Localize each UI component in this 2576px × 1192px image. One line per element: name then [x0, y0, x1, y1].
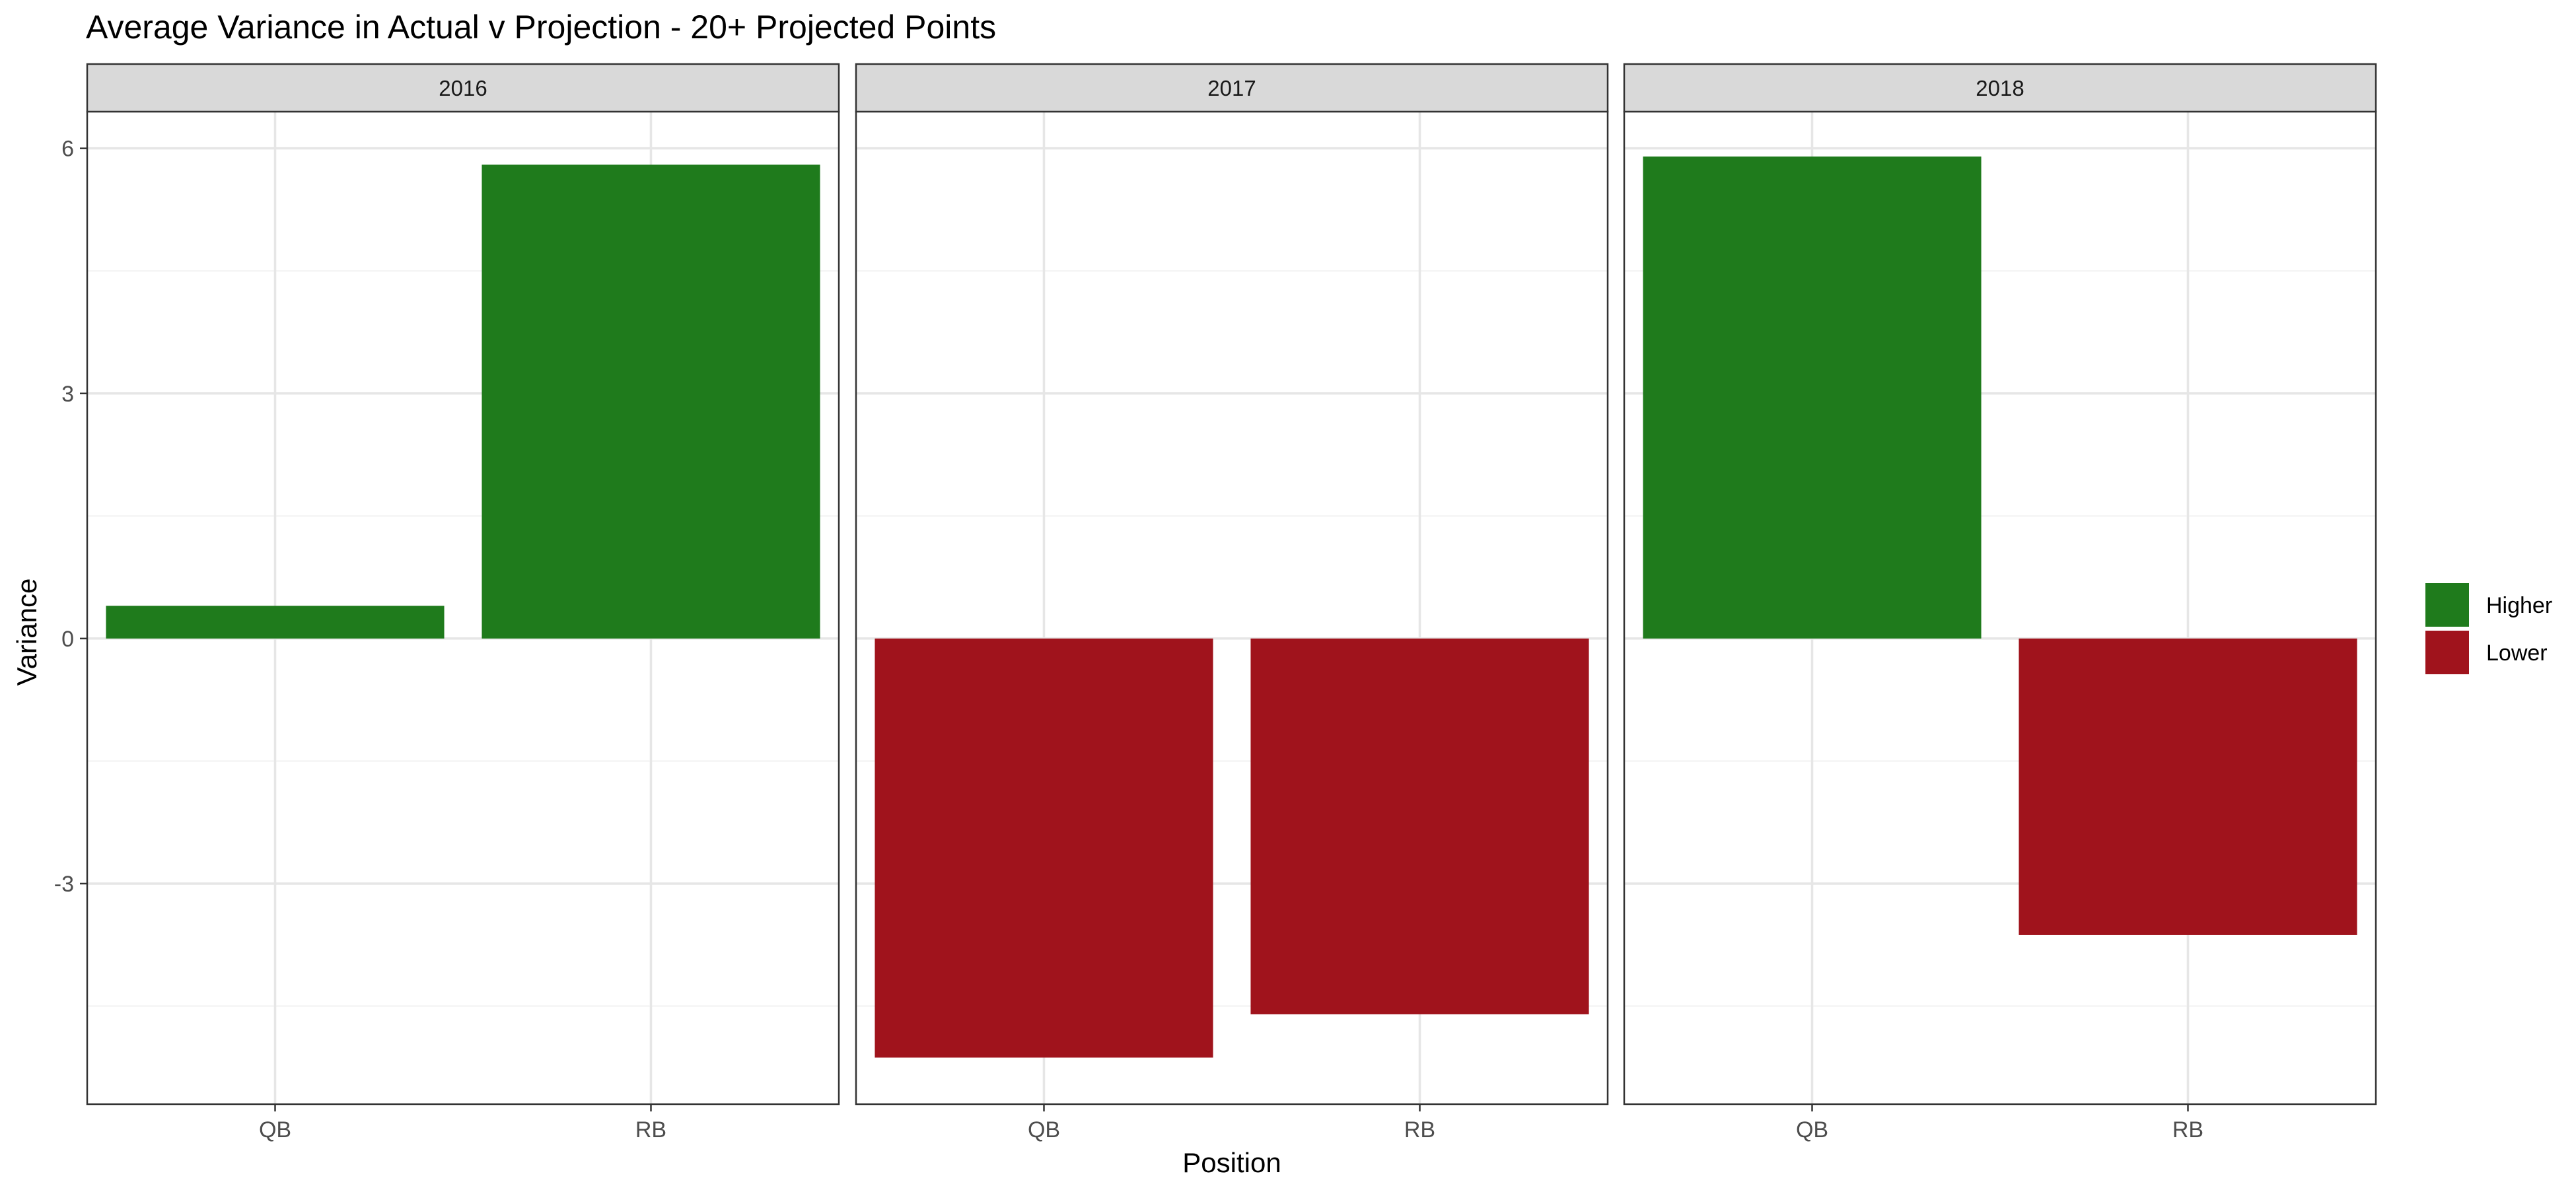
facet-strip-label: 2018: [1976, 76, 2024, 100]
facet-panel-2016: 2016 QB RB: [86, 63, 840, 1142]
x-tick-label: QB: [1028, 1117, 1060, 1142]
facet-strip: [1623, 63, 2377, 113]
x-axis-title: Position: [1182, 1147, 1281, 1178]
bar-2018-QB: [1643, 157, 1982, 639]
x-tick-label: RB: [635, 1117, 666, 1142]
x-tick-label: QB: [1796, 1117, 1828, 1142]
facet-strip: [855, 63, 1609, 113]
bar-2017-RB: [1250, 638, 1589, 1014]
y-tick-label: 6: [61, 137, 74, 162]
y-axis-title: Variance: [11, 578, 42, 686]
legend-label: Lower: [2486, 641, 2548, 666]
legend: Higher Lower: [2425, 583, 2552, 674]
bar-2017-QB: [875, 638, 1213, 1058]
facet-panels: 2016 QB RB 2017 QB RB 2018 QB RB: [86, 63, 2377, 1142]
bar-2016-RB: [482, 164, 820, 639]
y-tick-label: -3: [54, 872, 74, 897]
facet-panel-2018: 2018 QB RB: [1623, 63, 2377, 1142]
facet-strip: [86, 63, 840, 113]
bar-2016-QB: [106, 606, 445, 639]
y-axis: -3 0 3 6: [54, 137, 87, 897]
facet-strip-label: 2016: [439, 76, 487, 100]
facet-panel-2017: 2017 QB RB: [855, 63, 1609, 1142]
legend-key: [2425, 631, 2469, 674]
bar-2018-RB: [2019, 638, 2357, 935]
legend-item-higher: Higher: [2425, 583, 2552, 627]
legend-label: Higher: [2486, 593, 2552, 618]
x-tick-label: QB: [259, 1117, 291, 1142]
x-tick-label: RB: [1404, 1117, 1435, 1142]
legend-item-lower: Lower: [2425, 631, 2548, 674]
y-tick-label: 0: [61, 627, 74, 652]
y-tick-label: 3: [61, 382, 74, 407]
legend-key: [2425, 583, 2469, 627]
facet-strip-label: 2017: [1207, 76, 1256, 100]
chart-title: Average Variance in Actual v Projection …: [86, 9, 996, 46]
x-tick-label: RB: [2172, 1117, 2203, 1142]
